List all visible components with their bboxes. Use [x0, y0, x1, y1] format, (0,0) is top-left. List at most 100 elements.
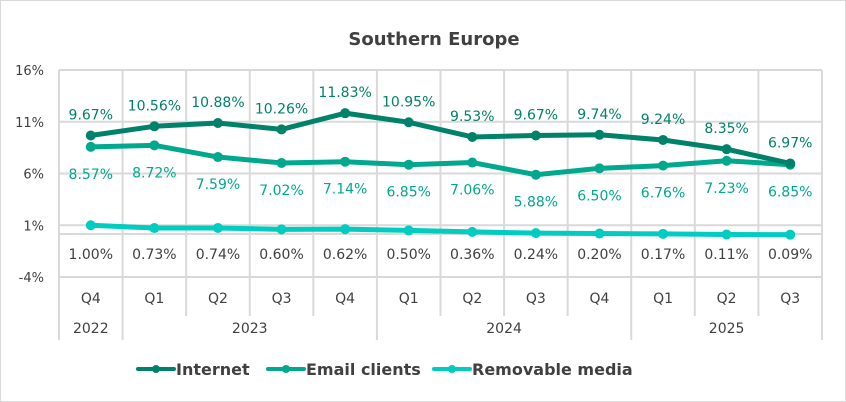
legend: Internet Email clients Removable media — [136, 360, 633, 379]
data-label-email-clients: 6.85% — [768, 185, 812, 201]
chart-title: Southern Europe — [348, 29, 519, 50]
x-category-label: Q2 — [462, 291, 482, 307]
y-axis-ticks: 16% 11% 6% 1% -4% — [15, 64, 44, 286]
x-category-label: Q3 — [272, 291, 292, 307]
data-label-email-clients: 8.72% — [132, 165, 176, 181]
data-label-internet: 9.24% — [641, 112, 685, 128]
data-label-internet: 6.97% — [768, 135, 812, 151]
data-label-removable-media: 0.17% — [641, 247, 685, 263]
data-label-removable-media: 0.36% — [450, 247, 494, 263]
x-category-label: Q3 — [526, 291, 546, 307]
data-point — [276, 124, 287, 135]
data-label-email-clients: 7.14% — [323, 182, 367, 198]
data-point — [530, 169, 541, 180]
y-tick-label: 1% — [23, 219, 44, 234]
data-label-removable-media: 0.11% — [704, 247, 748, 263]
x-year-label: 2022 — [73, 321, 109, 337]
series-line-removable-media — [88, 222, 793, 238]
data-label-removable-media: 0.50% — [386, 247, 430, 263]
data-point — [594, 163, 605, 174]
data-point — [403, 159, 414, 170]
y-tick-label: -4% — [19, 271, 44, 286]
data-label-internet: 10.26% — [255, 101, 308, 117]
data-point — [467, 131, 478, 142]
data-point — [276, 224, 287, 235]
data-point — [721, 144, 732, 155]
series-line-internet — [88, 110, 793, 166]
data-point — [149, 121, 160, 132]
data-label-removable-media: 0.73% — [132, 247, 176, 263]
y-tick-label: 11% — [15, 116, 44, 131]
data-label-removable-media: 0.09% — [768, 247, 812, 263]
data-label-removable-media: 0.24% — [514, 247, 558, 263]
data-point — [594, 129, 605, 140]
data-label-email-clients: 6.50% — [577, 188, 621, 204]
data-point — [212, 152, 223, 163]
data-point — [340, 224, 351, 235]
data-point — [721, 155, 732, 166]
data-label-internet: 9.67% — [514, 108, 558, 124]
data-point — [340, 108, 351, 119]
data-label-email-clients: 7.23% — [704, 181, 748, 197]
data-label-email-clients: 8.57% — [69, 167, 113, 183]
x-category-label: Q2 — [717, 291, 737, 307]
data-point — [149, 140, 160, 151]
data-label-internet: 9.53% — [450, 109, 494, 125]
data-point — [530, 130, 541, 141]
series-line-email-clients — [88, 142, 793, 178]
data-point — [467, 157, 478, 168]
x-category-label: Q1 — [653, 291, 673, 307]
x-category-label: Q4 — [335, 291, 355, 307]
data-label-email-clients: 5.88% — [514, 195, 558, 211]
legend-label: Email clients — [306, 360, 421, 379]
data-label-removable-media: 0.62% — [323, 247, 367, 263]
data-point — [403, 225, 414, 236]
data-point — [85, 130, 96, 141]
x-axis-categories: Q4 Q1 Q2 Q3 Q4 Q1 Q2 Q3 Q4 Q1 Q2 Q3 2022 2023 2024 2025 — [73, 291, 800, 337]
x-category-label: Q1 — [144, 291, 164, 307]
data-label-internet: 9.67% — [69, 108, 113, 124]
series-lines — [85, 108, 796, 240]
data-point — [658, 160, 669, 171]
data-labels: 9.67% 10.56% 10.88% 10.26% 11.83% 10.95% 9.53%… — [69, 85, 813, 263]
data-label-removable-media: 0.74% — [196, 247, 240, 263]
data-point — [721, 229, 732, 240]
data-label-internet: 10.95% — [382, 94, 435, 110]
data-point — [785, 229, 796, 240]
legend-label: Removable media — [472, 360, 633, 379]
data-point — [149, 223, 160, 234]
x-category-label: Q4 — [81, 291, 101, 307]
legend-marker — [152, 365, 160, 373]
data-point — [467, 226, 478, 237]
x-category-label: Q2 — [208, 291, 228, 307]
data-label-internet: 10.88% — [191, 95, 244, 111]
data-label-email-clients: 6.85% — [386, 185, 430, 201]
data-point — [212, 222, 223, 233]
data-point — [594, 228, 605, 239]
data-label-removable-media: 1.00% — [69, 247, 113, 263]
legend-marker — [448, 365, 456, 373]
data-point — [276, 157, 287, 168]
data-label-internet: 11.83% — [318, 85, 371, 101]
data-point — [212, 117, 223, 128]
data-point — [658, 228, 669, 239]
y-tick-label: 16% — [15, 64, 44, 79]
legend-label: Internet — [176, 360, 250, 379]
data-point — [530, 228, 541, 239]
x-year-label: 2025 — [709, 321, 745, 337]
x-category-label: Q1 — [399, 291, 419, 307]
data-label-email-clients: 7.02% — [259, 183, 303, 199]
data-label-internet: 10.56% — [128, 98, 181, 114]
data-point — [785, 158, 796, 169]
data-label-email-clients: 7.06% — [450, 183, 494, 199]
data-label-email-clients: 6.76% — [641, 186, 685, 202]
data-point — [403, 117, 414, 128]
x-category-label: Q3 — [780, 291, 800, 307]
data-label-removable-media: 0.20% — [577, 247, 621, 263]
legend-marker — [282, 365, 290, 373]
data-point — [85, 141, 96, 152]
data-label-internet: 8.35% — [704, 121, 748, 137]
data-label-email-clients: 7.59% — [196, 177, 240, 193]
